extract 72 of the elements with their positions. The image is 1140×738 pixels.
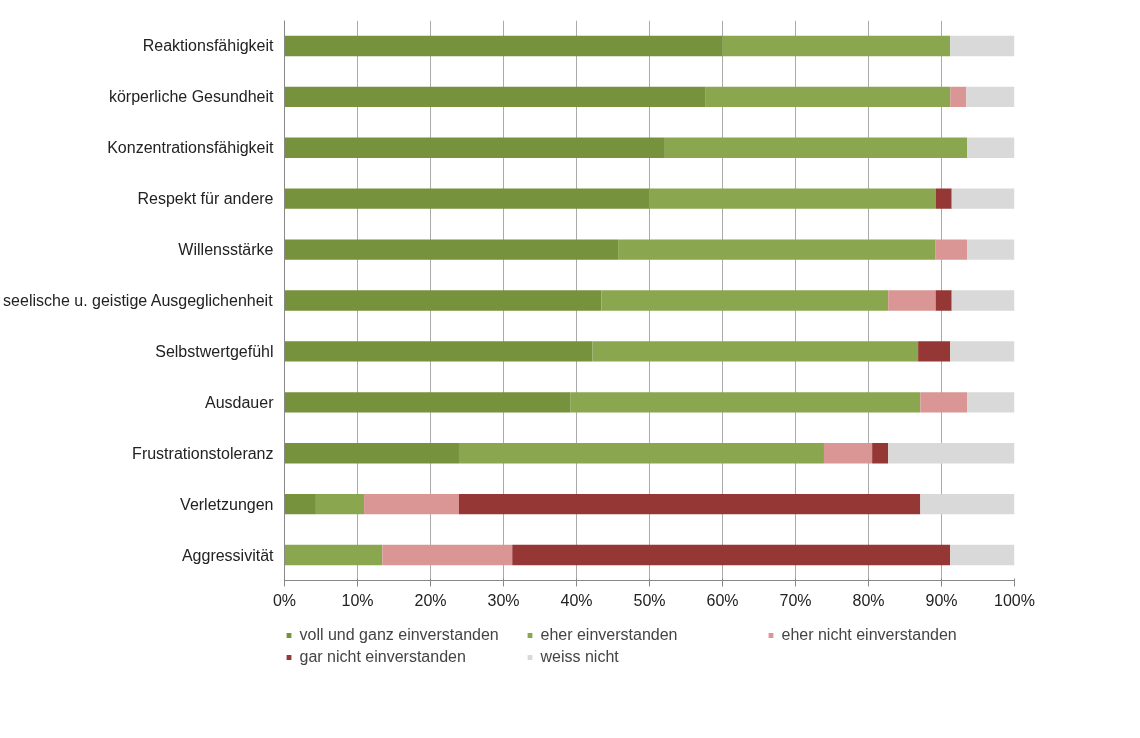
bar [284, 137, 665, 158]
bar [722, 35, 951, 57]
x-tick-label: 10% [341, 591, 374, 609]
legend-label: weiss nicht [540, 648, 620, 666]
x-tick-label: 60% [706, 591, 739, 609]
bar [935, 290, 952, 311]
bar [284, 239, 619, 260]
bar [664, 137, 968, 158]
bar [888, 443, 1015, 464]
y-tick-label: Selbstwertgefühl [155, 342, 274, 360]
bar [951, 290, 1015, 311]
bar [920, 493, 1015, 515]
bar [950, 86, 967, 108]
y-tick-label: Respekt für andere [137, 190, 274, 208]
bar [284, 392, 571, 413]
bar [284, 544, 383, 566]
bar [364, 493, 459, 515]
bar [967, 239, 1015, 260]
bar [512, 544, 951, 566]
bar [950, 35, 1015, 57]
legend-label: eher einverstanden [540, 626, 679, 644]
bar [705, 86, 951, 108]
bar [315, 493, 365, 515]
bar [618, 239, 936, 260]
bar [966, 86, 1015, 108]
y-tick-label: Konzentrationsfähigkeit [107, 139, 275, 157]
bar [458, 493, 921, 515]
bar [823, 443, 873, 464]
bar [601, 290, 889, 311]
x-tick-label: 100% [994, 591, 1035, 609]
y-tick-label: Verletzungen [180, 495, 274, 513]
bar [872, 443, 889, 464]
bar [967, 137, 1015, 158]
bar [888, 290, 936, 311]
bar [570, 392, 921, 413]
bar [284, 86, 706, 108]
bar [918, 341, 951, 362]
y-tick-label: seelische u. geistige Ausgeglichenheit [3, 292, 274, 309]
x-tick-label: 30% [487, 591, 520, 609]
bar [935, 239, 968, 260]
bar [951, 188, 1015, 209]
bar [920, 392, 968, 413]
bar [284, 290, 602, 311]
bar [950, 544, 1015, 566]
bar [592, 341, 919, 362]
y-tick-label: Reaktionsfähigkeit [142, 37, 275, 55]
bar [284, 443, 459, 464]
legend-label: voll und ganz einverstanden [299, 626, 500, 644]
bar [649, 188, 936, 209]
legend-label: gar nicht einverstanden [299, 648, 467, 666]
bar [458, 443, 824, 464]
bar [382, 544, 513, 566]
y-tick-label: Frustrationstoleranz [132, 444, 274, 462]
bar [950, 341, 1015, 362]
x-tick-label: 40% [560, 591, 593, 609]
bar [935, 188, 952, 209]
x-tick-label: 20% [414, 591, 447, 609]
y-tick-label: Aggressivität [181, 546, 275, 564]
x-tick-label: 70% [779, 591, 812, 609]
x-tick-label: 90% [925, 591, 958, 609]
bar [284, 188, 650, 209]
x-tick-label: 80% [852, 591, 885, 609]
bar [967, 392, 1015, 413]
y-tick-label: Willensstärke [178, 241, 274, 259]
bar [284, 35, 723, 57]
y-tick-label: körperliche Gesundheit [108, 88, 275, 106]
bar [284, 341, 593, 362]
x-tick-label: 0% [272, 591, 297, 609]
y-tick-label: Ausdauer [205, 393, 275, 411]
bar [284, 493, 316, 515]
legend-label: eher nicht einverstanden [781, 626, 958, 644]
x-tick-label: 50% [633, 591, 666, 609]
